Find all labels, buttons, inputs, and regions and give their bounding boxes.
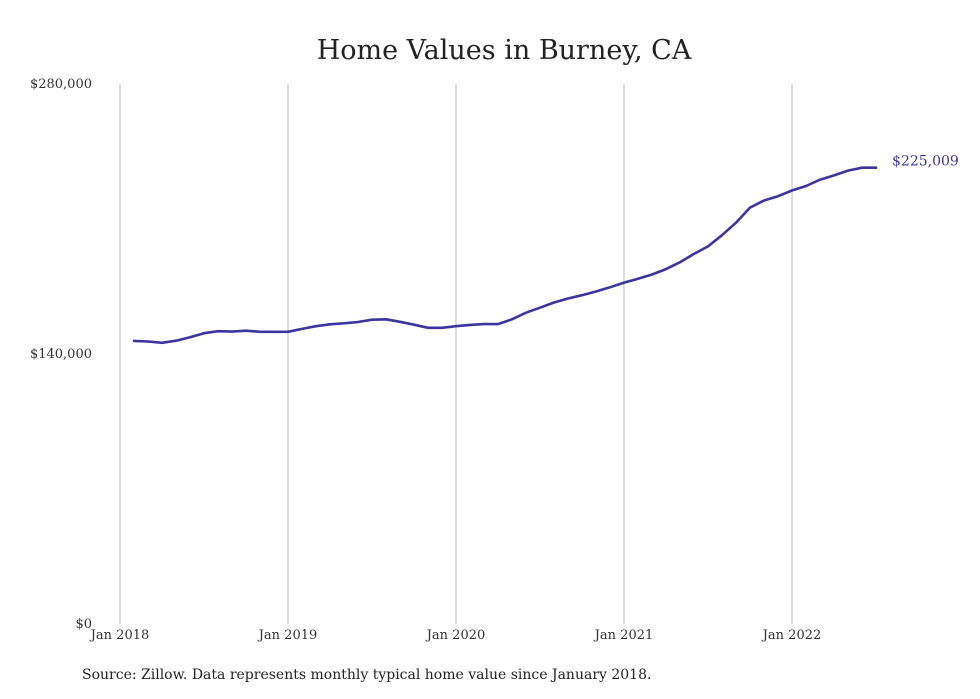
x-tick-label: Jan 2022 [761,628,822,643]
y-tick-label: $280,000 [30,77,92,92]
x-tick-label: Jan 2021 [593,628,654,643]
chart-title: Home Values in Burney, CA [317,35,692,66]
x-axis-labels: Jan 2018 Jan 2019 Jan 2020 Jan 2021 Jan 2022 [89,628,822,643]
y-tick-label: $140,000 [30,347,92,362]
series-layer [132,166,878,345]
y-tick-label: $0 [75,617,92,632]
grid-lines [119,84,793,624]
y-axis-labels: $0 $140,000 $280,000 [30,77,92,632]
series-line [132,166,878,345]
x-tick-label: Jan 2018 [89,628,150,643]
end-value-label: $225,009 [892,154,959,170]
x-tick-label: Jan 2019 [257,628,318,643]
x-tick-label: Jan 2020 [425,628,486,643]
source-note: Source: Zillow. Data represents monthly … [82,667,652,683]
